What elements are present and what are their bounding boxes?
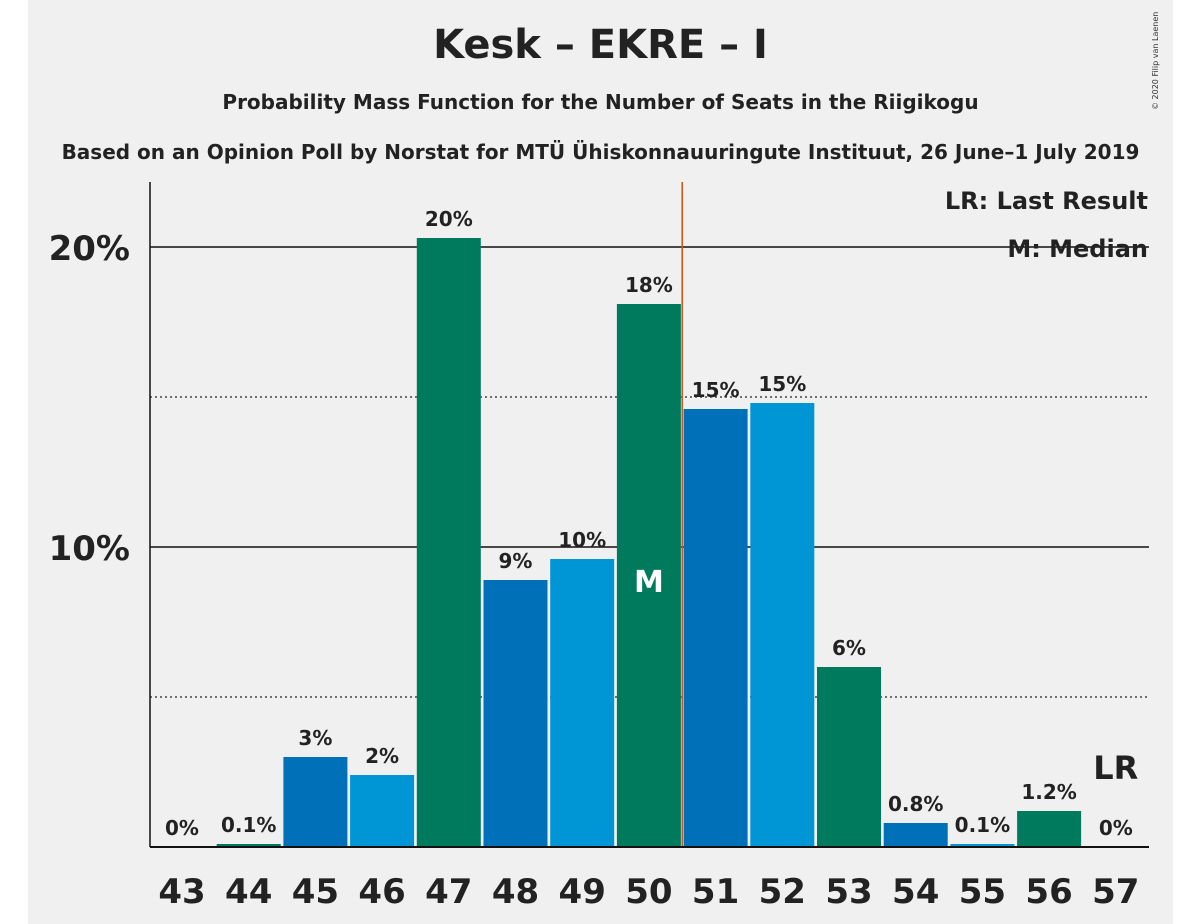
bar xyxy=(283,757,348,847)
y-tick-label: 10% xyxy=(49,529,130,569)
data-label: 0.1% xyxy=(955,813,1010,837)
x-tick-label: 51 xyxy=(692,872,739,912)
bar xyxy=(416,238,481,847)
bar xyxy=(216,844,281,847)
bar xyxy=(1017,811,1082,847)
x-tick-label: 44 xyxy=(225,872,272,912)
bar xyxy=(483,580,548,847)
bar xyxy=(750,403,815,847)
bar xyxy=(550,559,615,847)
data-label: 6% xyxy=(832,636,866,660)
x-tick-label: 46 xyxy=(358,872,405,912)
bar xyxy=(683,409,748,847)
x-tick-label: 50 xyxy=(625,872,672,912)
legend-entry: M: Median xyxy=(1007,235,1148,263)
x-tick-label: 49 xyxy=(559,872,606,912)
data-label: 9% xyxy=(499,549,533,573)
x-tick-label: 53 xyxy=(825,872,872,912)
bar xyxy=(883,823,948,847)
x-tick-label: 47 xyxy=(425,872,472,912)
bar xyxy=(817,667,881,847)
x-tick-label: 45 xyxy=(292,872,339,912)
bar xyxy=(350,775,415,847)
x-tick-label: 43 xyxy=(158,872,205,912)
data-label: 0% xyxy=(165,816,199,840)
data-label: 0.8% xyxy=(888,792,943,816)
x-tick-label: 57 xyxy=(1092,872,1139,912)
bar xyxy=(616,304,681,847)
x-tick-label: 54 xyxy=(892,872,939,912)
y-tick-label: 20% xyxy=(49,229,130,269)
x-tick-label: 48 xyxy=(492,872,539,912)
x-tick-label: 52 xyxy=(759,872,806,912)
chart-subtitle: Probability Mass Function for the Number… xyxy=(222,90,979,114)
data-label: 10% xyxy=(558,528,606,552)
data-label: 15% xyxy=(758,372,806,396)
x-tick-label: 56 xyxy=(1025,872,1072,912)
x-tick-label: 55 xyxy=(959,872,1006,912)
data-label: 18% xyxy=(625,273,673,297)
legend-entry: LR: Last Result xyxy=(945,187,1148,215)
data-label: 1.2% xyxy=(1021,780,1076,804)
median-marker: M xyxy=(634,565,664,600)
data-label: 3% xyxy=(298,726,332,750)
bar xyxy=(950,844,1015,847)
chart-title: Kesk – EKRE – I xyxy=(433,22,768,68)
data-label: 20% xyxy=(425,207,473,231)
data-label: 15% xyxy=(692,378,740,402)
last-result-marker: LR xyxy=(1093,749,1138,787)
data-label: 0% xyxy=(1099,816,1133,840)
data-label: 2% xyxy=(365,744,399,768)
data-label: 0.1% xyxy=(221,813,276,837)
chart-source: Based on an Opinion Poll by Norstat for … xyxy=(61,140,1140,164)
